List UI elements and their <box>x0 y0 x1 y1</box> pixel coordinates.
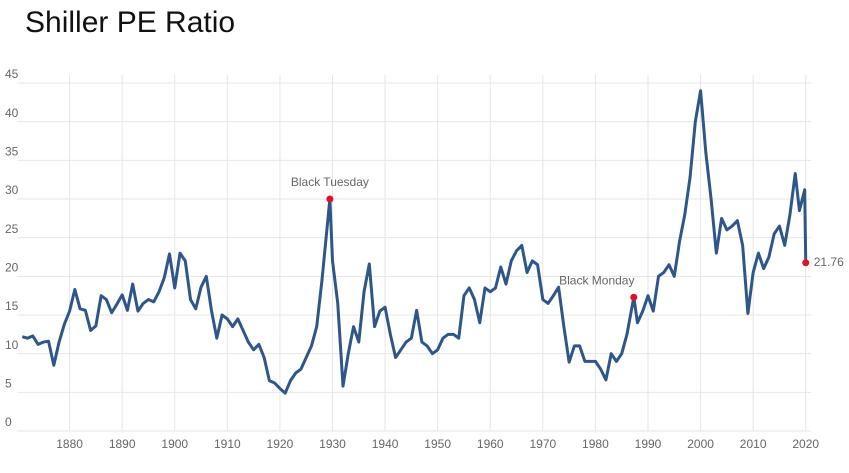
x-tick-label: 1920 <box>267 437 294 451</box>
y-tick-label: 0 <box>5 415 12 429</box>
y-tick-label: 30 <box>5 183 19 197</box>
x-tick-label: 1980 <box>582 437 609 451</box>
y-tick-label: 15 <box>5 299 19 313</box>
x-tick-label: 1970 <box>529 437 556 451</box>
x-tick-label: 1940 <box>372 437 399 451</box>
x-tick-label: 1880 <box>56 437 83 451</box>
x-tick-label: 1900 <box>161 437 188 451</box>
annotation-label: Black Tuesday <box>291 175 369 189</box>
annotation-marker <box>802 259 810 267</box>
y-tick-label: 40 <box>5 106 19 120</box>
x-tick-label: 1930 <box>319 437 346 451</box>
annotation-label: 21.76 <box>814 255 844 269</box>
y-tick-label: 10 <box>5 338 19 352</box>
x-tick-label: 2020 <box>792 437 819 451</box>
x-tick-label: 1990 <box>635 437 662 451</box>
x-tick-label: 1950 <box>424 437 451 451</box>
x-tick-label: 1910 <box>214 437 241 451</box>
y-tick-label: 20 <box>5 261 19 275</box>
x-tick-label: 2000 <box>687 437 714 451</box>
y-tick-label: 5 <box>5 377 12 391</box>
x-tick-label: 1960 <box>477 437 504 451</box>
y-tick-label: 25 <box>5 222 19 236</box>
y-tick-label: 35 <box>5 145 19 159</box>
annotation-marker <box>630 293 638 301</box>
line <box>21 89 808 395</box>
chart-title: Shiller PE Ratio <box>25 6 235 39</box>
y-tick-label: 45 <box>5 67 19 81</box>
annotation-marker <box>326 195 334 203</box>
x-tick-label: 2010 <box>740 437 767 451</box>
x-tick-label: 1890 <box>109 437 136 451</box>
annotation-label: Black Monday <box>559 273 634 287</box>
